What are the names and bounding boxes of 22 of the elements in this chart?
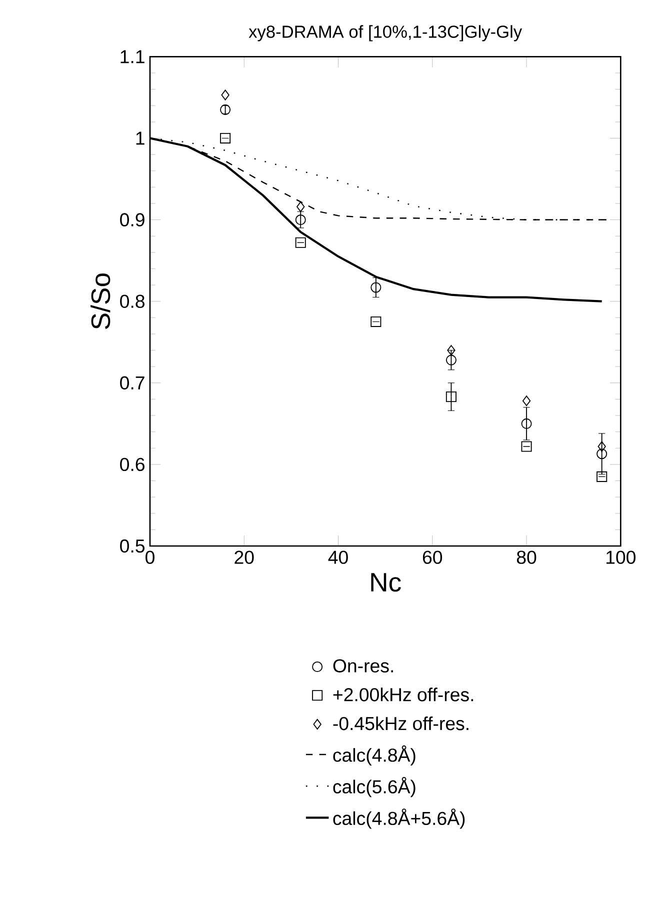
x-tick-label: 20 (234, 550, 254, 564)
legend-label: calc(5.6Å) (333, 776, 416, 798)
y-axis-title: S/So (90, 274, 110, 330)
legend-label: -0.45kHz off-res. (333, 716, 468, 730)
x-tick-label: 60 (422, 550, 442, 564)
x-tick-label: 0 (146, 550, 154, 564)
y-tick-label: 0.5 (120, 539, 145, 553)
legend-label: calc(4.8Å+5.6Å) (333, 808, 465, 829)
y-tick-label: 0.6 (120, 458, 144, 472)
chart-title: xy8-DRAMA of [10%,1-13C]Gly-Gly (248, 25, 522, 42)
y-tick-label: 1.1 (120, 50, 144, 64)
y-tick-label: 0.8 (120, 294, 144, 308)
y-tick-label: 0.9 (120, 213, 144, 226)
legend-label: +2.00kHz off-res. (333, 688, 474, 702)
legend-label: calc(4.8Å) (333, 745, 416, 766)
x-tick-label: 40 (328, 550, 348, 564)
y-tick-label: 1 (136, 132, 144, 145)
legend-label: On-res. (333, 659, 393, 672)
x-tick-label: 100 (606, 550, 636, 564)
x-axis-title: Nc (371, 573, 401, 592)
x-tick-label: 80 (516, 550, 536, 564)
y-tick-label: 0.7 (120, 376, 144, 390)
